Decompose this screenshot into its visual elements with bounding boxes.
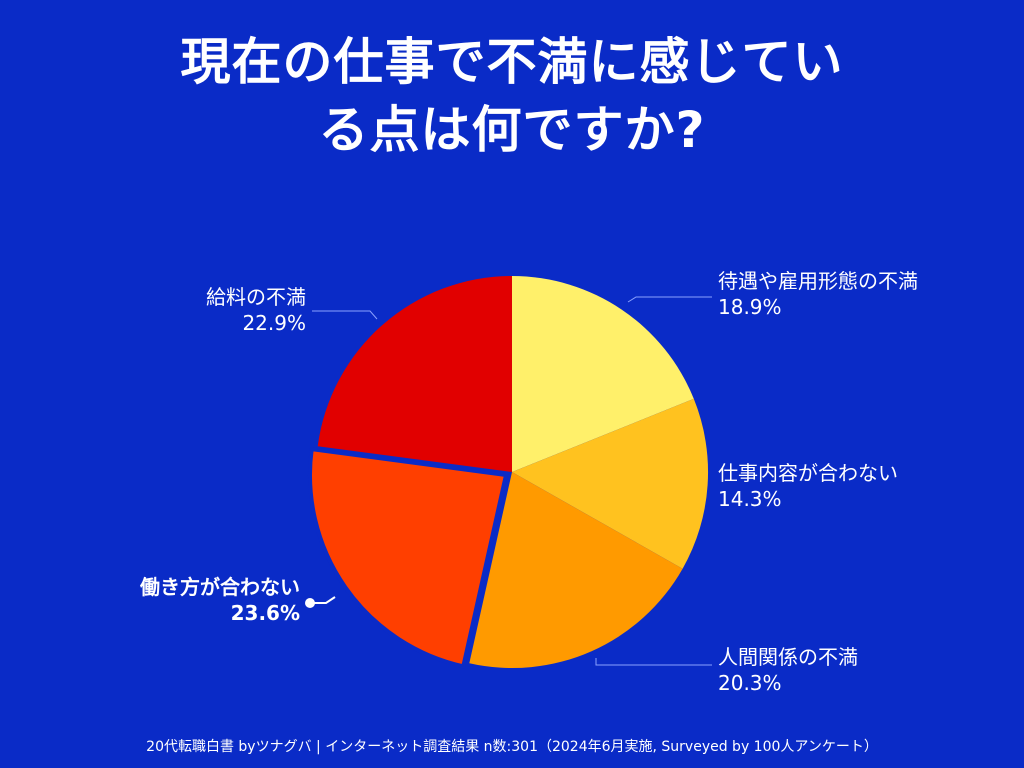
- leader-line-relationships: [595, 658, 712, 666]
- label-relationships-name: 人間関係の不満: [718, 645, 858, 669]
- pie-slice-salary: [317, 275, 512, 472]
- label-salary-value: 22.9%: [242, 311, 306, 335]
- chart-title: 現在の仕事で不満に感じてい る点は何ですか?: [0, 28, 1024, 164]
- leader-line-salary: [312, 310, 378, 320]
- label-job-content-name: 仕事内容が合わない: [718, 461, 898, 485]
- label-job-content-value: 14.3%: [718, 487, 782, 511]
- label-salary-name: 給料の不満: [206, 285, 306, 309]
- leader-line-treatment: [627, 296, 712, 303]
- label-work-style-value: 23.6%: [230, 601, 300, 625]
- label-relationships: 人間関係の不満 20.3%: [718, 644, 858, 696]
- chart-title-line-2: る点は何ですか?: [318, 101, 706, 159]
- label-work-style-name: 働き方が合わない: [140, 575, 300, 599]
- pie-slice-treatment: [512, 276, 694, 472]
- source-footer: 20代転職白書 byツナグバ | インターネット調査結果 n数:301（2024…: [146, 739, 878, 755]
- label-job-content: 仕事内容が合わない 14.3%: [718, 460, 898, 512]
- label-salary: 給料の不満 22.9%: [206, 284, 306, 336]
- label-relationships-value: 20.3%: [718, 671, 782, 695]
- label-treatment-value: 18.9%: [718, 295, 782, 319]
- label-work-style: 働き方が合わない 23.6%: [140, 574, 300, 626]
- pie-slice-job-content: [512, 398, 709, 569]
- leader-dot-work-style: [305, 598, 315, 608]
- label-treatment: 待遇や雇用形態の不満 18.9%: [718, 268, 918, 320]
- chart-title-line-1: 現在の仕事で不満に感じてい: [180, 33, 844, 91]
- leader-line-work-style: [310, 596, 336, 604]
- label-treatment-name: 待遇や雇用形態の不満: [718, 269, 918, 293]
- pie-slice-work-style: [308, 446, 509, 669]
- pie-slice-relationships: [469, 472, 683, 669]
